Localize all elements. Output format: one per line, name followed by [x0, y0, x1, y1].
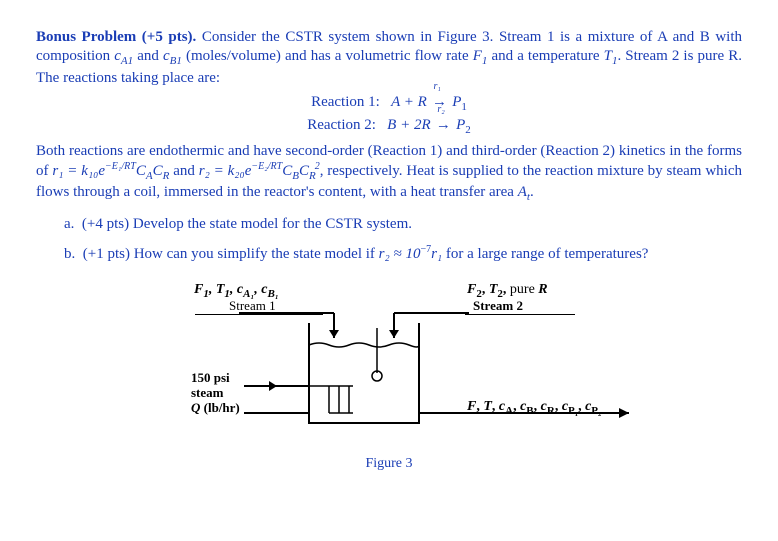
reaction-2: Reaction 2: B + 2R r₂ → P2 — [36, 116, 742, 138]
psi-label: 150 psi — [191, 370, 230, 386]
question-b: b. (+1 pts) How can you simplify the sta… — [64, 244, 742, 264]
T1: T1 — [604, 48, 618, 64]
r1-rate: r₁ = k₁₀e−E₁/RTCACR — [52, 163, 169, 179]
question-list: a. (+4 pts) Develop the state model for … — [36, 215, 742, 264]
reactions-block: Reaction 1: A + R r₁ → P1 Reaction 2: B … — [36, 93, 742, 138]
r2-rate: r₂ = k₂₀e−E₂/RTCBCR2 — [199, 163, 320, 179]
stream1-label: Stream 1 — [229, 298, 276, 314]
diagram-cstr: F1, T1, cA₁, cB₁ Stream 1 F2, T2, pure R… — [129, 278, 649, 448]
stream2-label: Stream 2 — [473, 298, 523, 314]
q-label: Q (lb/hr) — [191, 400, 240, 416]
F1: F1 — [473, 48, 488, 64]
cA1: cA1 — [114, 48, 133, 64]
stream2-rule — [465, 314, 575, 315]
figure-3: F1, T1, cA₁, cB₁ Stream 1 F2, T2, pure R… — [36, 278, 742, 473]
cB1: cB1 — [163, 48, 182, 64]
question-a: a. (+4 pts) Develop the state model for … — [64, 215, 742, 234]
out-vars: F, T, cA, cB, cR, cP₁, cP₂ — [467, 398, 601, 419]
steam-label: steam — [191, 385, 224, 401]
figure-caption: Figure 3 — [36, 455, 742, 473]
reaction-1: Reaction 1: A + R r₁ → P1 — [36, 93, 742, 115]
stream1-rule — [195, 314, 323, 315]
lead-bold: Bonus Problem (+5 pts). — [36, 29, 196, 45]
intro-paragraph: Bonus Problem (+5 pts). Consider the CST… — [36, 28, 742, 87]
mid-paragraph: Both reactions are endothermic and have … — [36, 142, 742, 205]
diagram-svg — [129, 278, 649, 448]
At: At — [518, 184, 530, 200]
